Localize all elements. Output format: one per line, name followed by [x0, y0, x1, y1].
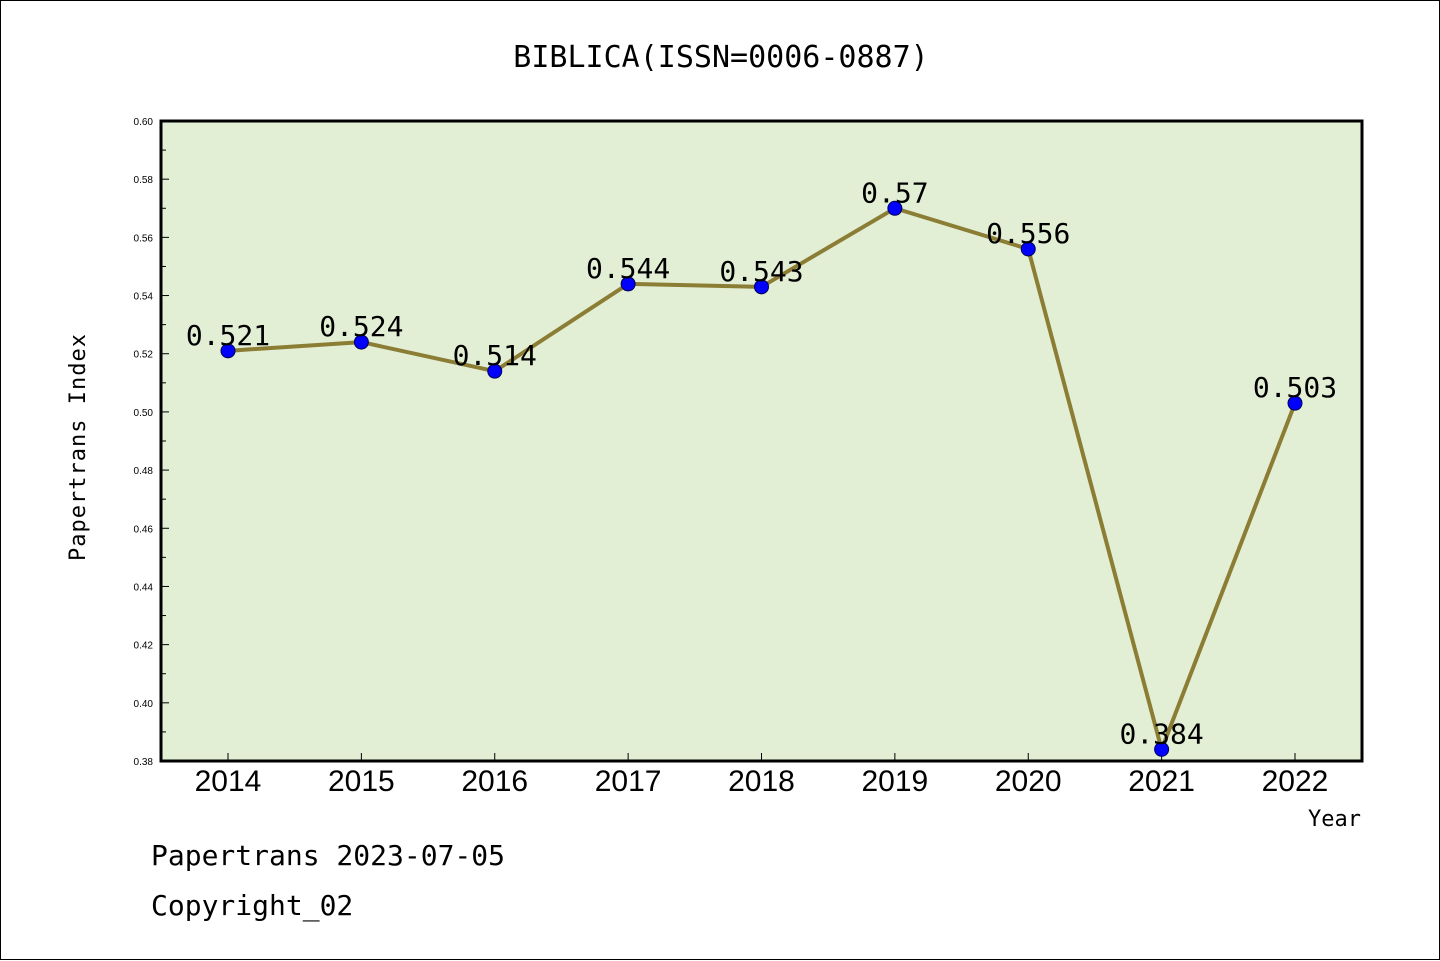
y-tick-label: 0.46 [134, 524, 154, 535]
data-point [1287, 395, 1303, 411]
x-axis-label: Year [1308, 807, 1361, 832]
y-tick-label: 0.58 [134, 175, 154, 186]
x-axis: 2014 2015 2016 2017 2018 2019 2020 2021 2022 [195, 753, 1329, 798]
data-point [620, 276, 636, 292]
data-point [1020, 241, 1036, 257]
data-labels: 0.521 0.524 0.514 0.544 0.543 0.57 0.556 0.384 0… [186, 176, 1337, 750]
x-tick-label: 2018 [728, 765, 795, 798]
data-label: 0.556 [986, 217, 1070, 250]
data-label: 0.514 [453, 339, 537, 372]
y-tick-label: 0.44 [134, 582, 154, 593]
x-tick-label: 2020 [995, 765, 1062, 798]
data-point [220, 343, 236, 359]
y-axis: 0.38 0.40 0.42 0.44 0.46 0.48 0.50 0.52 0.54 0.56… [134, 117, 169, 768]
data-label: 0.57 [861, 176, 928, 209]
series-markers [220, 200, 1303, 757]
plot-border [159, 119, 1364, 763]
x-tick-label: 2014 [195, 765, 262, 798]
y-tick-label: 0.54 [134, 292, 154, 303]
x-tick-label: 2016 [461, 765, 528, 798]
data-label: 0.543 [719, 255, 803, 288]
y-tick-label: 0.50 [134, 408, 154, 419]
data-point [754, 279, 769, 295]
y-axis-label: Papertrans Index [66, 333, 91, 561]
x-tick-label: 2017 [595, 765, 662, 798]
chart-title: BIBLICA(ISSN=0006-0887) [513, 40, 928, 75]
y-tick-label: 0.56 [134, 233, 154, 244]
data-label: 0.544 [586, 252, 670, 285]
y-tick-label: 0.38 [134, 757, 154, 768]
x-tick-label: 2022 [1262, 765, 1329, 798]
data-point [1154, 741, 1170, 757]
y-tick-label: 0.42 [134, 641, 154, 652]
data-label: 0.503 [1253, 371, 1337, 404]
x-tick-label: 2019 [862, 765, 929, 798]
footer-date: Papertrans 2023-07-05 [151, 839, 505, 872]
data-label: 0.521 [186, 319, 270, 352]
x-tick-label: 2015 [328, 765, 395, 798]
y-tick-label: 0.48 [134, 466, 154, 477]
data-point [887, 200, 903, 216]
plot-area [161, 121, 1362, 761]
y-tick-label: 0.40 [134, 699, 154, 710]
data-label: 0.524 [319, 310, 403, 343]
y-tick-label: 0.52 [134, 350, 154, 361]
y-tick-label: 0.60 [134, 117, 154, 128]
data-point [487, 363, 503, 379]
data-point [353, 334, 369, 350]
x-tick-label: 2021 [1128, 765, 1195, 798]
footer-copyright: Copyright_02 [151, 889, 353, 923]
data-label: 0.384 [1119, 717, 1203, 750]
